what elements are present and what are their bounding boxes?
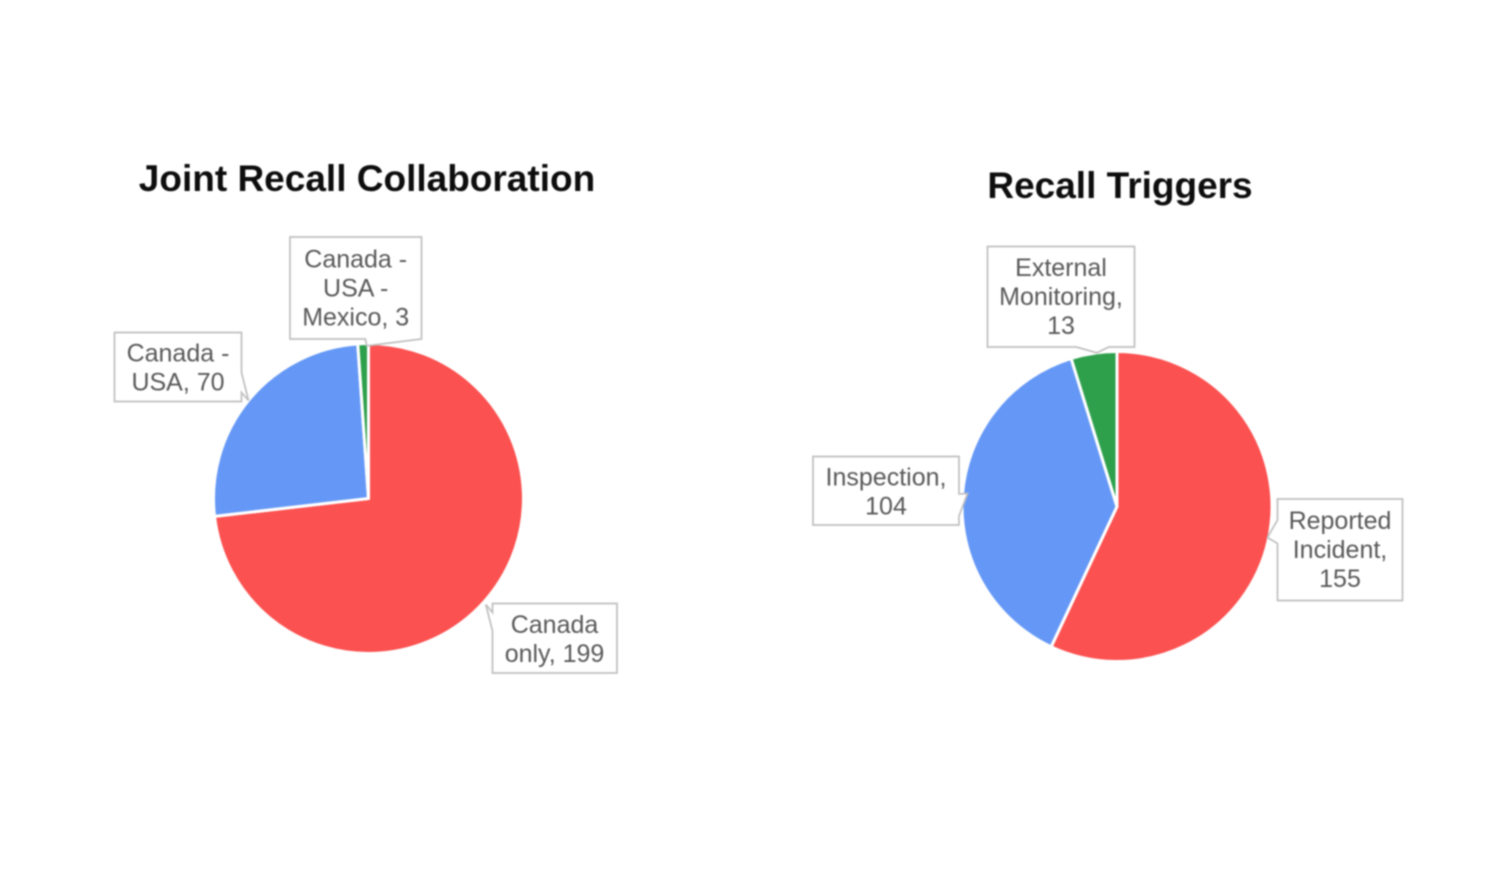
svg-text:Mexico, 3: Mexico, 3	[302, 304, 409, 332]
svg-text:Monitoring,: Monitoring,	[999, 283, 1123, 311]
svg-text:13: 13	[1047, 312, 1075, 340]
svg-text:Inspection,: Inspection,	[826, 464, 947, 492]
svg-text:104: 104	[865, 493, 907, 521]
svg-text:Incident,: Incident,	[1293, 536, 1388, 564]
svg-text:Canada -: Canada -	[127, 340, 230, 368]
svg-text:Joint Recall Collaboration: Joint Recall Collaboration	[139, 158, 595, 199]
svg-text:Canada -: Canada -	[304, 246, 407, 274]
svg-text:Reported: Reported	[1289, 507, 1392, 535]
svg-text:External: External	[1015, 254, 1107, 282]
svg-text:Recall Triggers: Recall Triggers	[987, 165, 1252, 206]
svg-text:USA, 70: USA, 70	[131, 369, 224, 397]
svg-text:USA -: USA -	[323, 275, 388, 303]
svg-text:155: 155	[1319, 565, 1361, 593]
svg-text:Canada: Canada	[511, 611, 599, 639]
svg-text:only, 199: only, 199	[505, 640, 605, 668]
